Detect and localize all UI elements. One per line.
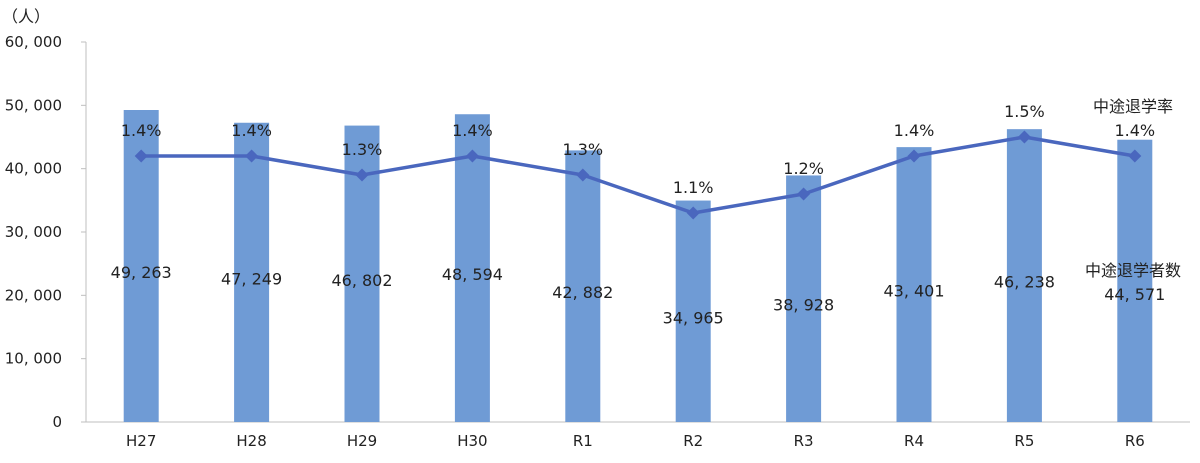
rate-value-labels: 1.4% 1.4% 1.3% 1.4% 1.3% 1.1% 1.2% 1.4% 1.5% 1.4% xyxy=(121,102,1155,197)
bar-value-label: 43, 401 xyxy=(883,282,944,301)
bar xyxy=(896,147,932,422)
x-tick-label: R2 xyxy=(683,432,703,450)
y-tick-label: 40, 000 xyxy=(5,160,62,178)
rate-value-label: 1.4% xyxy=(1114,121,1155,140)
x-tick-label: R3 xyxy=(794,432,814,450)
rate-point xyxy=(686,206,700,220)
bar-value-label: 46, 802 xyxy=(331,271,392,290)
y-axis-unit-label: （人） xyxy=(2,7,50,26)
rate-point xyxy=(245,149,259,163)
x-axis-ticks: H27 H28 H29 H30 R1 R2 R3 R4 R5 R6 xyxy=(126,432,1145,450)
bar-series xyxy=(123,110,1153,423)
bar-value-label: 38, 928 xyxy=(773,296,834,315)
bar xyxy=(234,122,270,422)
line-series xyxy=(134,130,1142,220)
rate-point xyxy=(797,187,811,201)
bar xyxy=(675,200,711,422)
bar xyxy=(565,150,601,422)
bar-value-label: 48, 594 xyxy=(442,265,503,284)
rate-point xyxy=(465,149,479,163)
rate-point xyxy=(134,149,148,163)
y-tick-label: 50, 000 xyxy=(5,96,62,114)
bar-value-label: 34, 965 xyxy=(663,308,724,327)
bar xyxy=(1117,139,1153,423)
rate-value-label: 1.4% xyxy=(231,121,272,140)
rate-line xyxy=(141,135,1136,215)
rate-value-label: 1.4% xyxy=(894,121,935,140)
bar-value-label: 44, 571 xyxy=(1104,285,1165,304)
rate-value-label: 1.5% xyxy=(1004,102,1045,121)
bar-value-label: 49, 263 xyxy=(111,263,172,282)
bar-value-label: 47, 249 xyxy=(221,269,282,288)
bar-value-label: 46, 238 xyxy=(994,273,1055,292)
y-tick-label: 20, 000 xyxy=(5,286,62,304)
rate-point xyxy=(355,168,369,182)
bar xyxy=(1006,129,1042,422)
bar-value-label: 42, 882 xyxy=(552,283,613,302)
rate-value-label: 1.4% xyxy=(121,121,162,140)
rate-point xyxy=(1017,130,1031,144)
rate-point xyxy=(576,168,590,182)
bar-series-name: 中途退学者数 xyxy=(1085,261,1181,280)
rate-value-label: 1.2% xyxy=(783,159,824,178)
x-tick-label: R4 xyxy=(904,432,924,450)
rate-value-label: 1.4% xyxy=(452,121,493,140)
rate-value-label: 1.3% xyxy=(562,140,603,159)
y-axis-ticks: 60, 000 50, 000 40, 000 30, 000 20, 000 10, 0… xyxy=(5,33,86,431)
y-tick-label: 60, 000 xyxy=(5,33,62,51)
x-tick-label: H27 xyxy=(126,432,156,450)
bar xyxy=(786,175,822,422)
line-series-name: 中途退学率 xyxy=(1093,97,1173,116)
rate-value-label: 1.1% xyxy=(673,178,714,197)
x-tick-label: H30 xyxy=(457,432,487,450)
x-tick-label: R1 xyxy=(573,432,593,450)
x-tick-label: R5 xyxy=(1014,432,1034,450)
x-tick-label: R6 xyxy=(1125,432,1145,450)
bar-value-labels: 49, 263 47, 249 46, 802 48, 594 42, 882 34, 9… xyxy=(111,263,1166,327)
x-tick-label: H28 xyxy=(236,432,266,450)
y-tick-label: 10, 000 xyxy=(5,350,62,368)
x-tick-label: H29 xyxy=(347,432,377,450)
bar xyxy=(454,114,490,422)
y-tick-label: 0 xyxy=(52,413,62,431)
rate-point xyxy=(907,149,921,163)
rate-point xyxy=(1128,149,1142,163)
y-tick-label: 30, 000 xyxy=(5,223,62,241)
rate-value-label: 1.3% xyxy=(342,140,383,159)
